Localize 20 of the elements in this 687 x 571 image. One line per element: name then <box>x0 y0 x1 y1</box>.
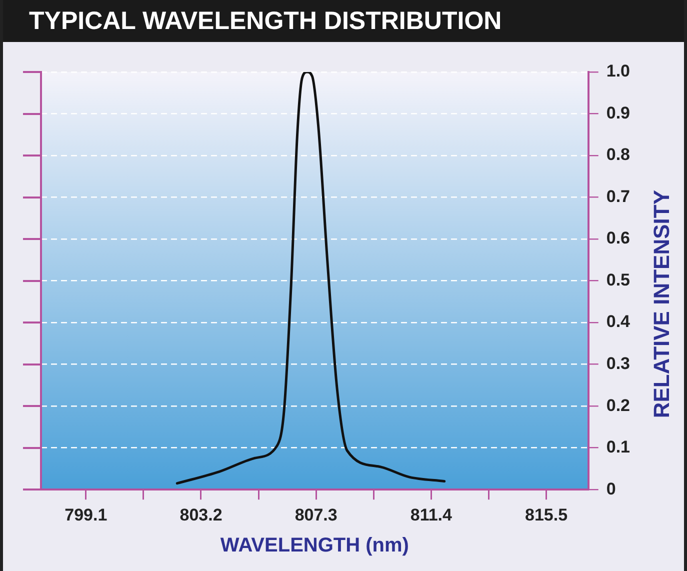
y-tick-label: 1.0 <box>606 62 630 81</box>
y-tick-label: 0.2 <box>606 396 630 415</box>
y-tick-label: 0.4 <box>606 312 631 332</box>
x-tick-label: 811.4 <box>410 505 453 524</box>
y-tick-label: 0.7 <box>606 186 630 206</box>
y-tick-label: 0.3 <box>606 354 630 374</box>
x-tick-label: 799.1 <box>64 505 108 524</box>
x-tick-label: 815.5 <box>524 505 568 524</box>
x-tick-label: 807.3 <box>294 505 338 524</box>
y-tick-label: 0.8 <box>606 145 630 164</box>
y-tick-label: 0.6 <box>606 228 630 248</box>
line-series <box>176 72 446 485</box>
y-axis-title: RELATIVE INTENSITY <box>649 190 675 419</box>
chart-title: TYPICAL WAVELENGTH DISTRIBUTION <box>3 0 684 42</box>
x-axis-title: WAVELENGTH (nm) <box>220 534 409 557</box>
y-tick-label: 0.9 <box>606 103 630 122</box>
y-tick-label: 0.1 <box>606 438 630 457</box>
x-tick-label: 803.2 <box>180 505 222 524</box>
y-tick-label: 0.5 <box>606 270 630 290</box>
y-tick-label: 0 <box>606 479 616 498</box>
